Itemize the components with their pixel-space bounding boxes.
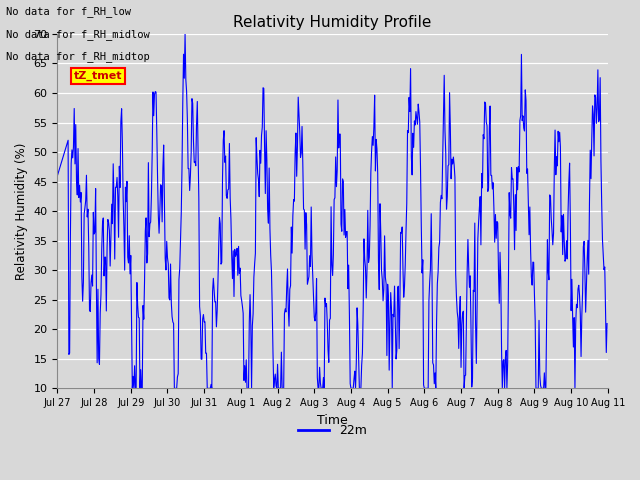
Text: No data for f_RH_midlow: No data for f_RH_midlow [6,29,150,40]
Text: tZ_tmet: tZ_tmet [74,71,122,82]
Text: No data for f_RH_low: No data for f_RH_low [6,6,131,17]
Text: No data for f_RH_midtop: No data for f_RH_midtop [6,51,150,62]
Y-axis label: Relativity Humidity (%): Relativity Humidity (%) [15,143,28,280]
Title: Relativity Humidity Profile: Relativity Humidity Profile [234,15,432,30]
Legend: 22m: 22m [293,420,372,442]
X-axis label: Time: Time [317,414,348,427]
